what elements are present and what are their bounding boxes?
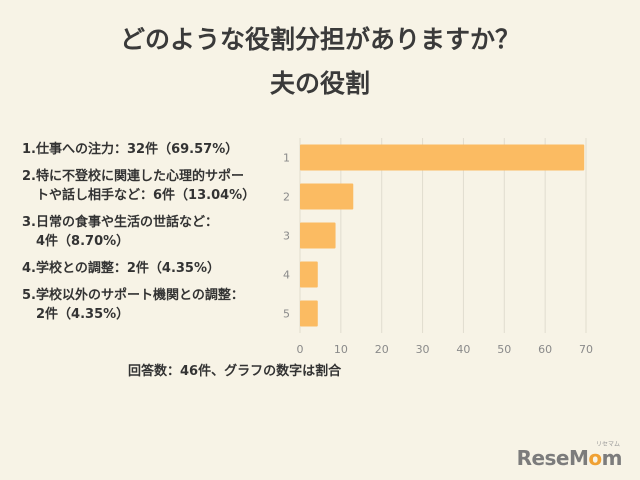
y-category-label-5: 5 xyxy=(283,308,290,321)
legend-item-5-line2: 2件（4.35%） xyxy=(36,307,130,322)
y-category-label-3: 3 xyxy=(283,230,290,243)
legend-item-5: 5.学校以外のサポート機関との調整： 2件（4.35%） xyxy=(22,286,284,324)
y-category-label-4: 4 xyxy=(283,269,290,282)
logo-small-text: リセマム xyxy=(595,441,620,448)
y-category-label-2: 2 xyxy=(283,191,290,204)
x-tick-label-70: 70 xyxy=(579,343,593,356)
legend-item-4-line1: 4.学校との調整：2件（4.35%） xyxy=(22,261,220,276)
legend-item-3: 3.日常の食事や生活の世話など： 4件（8.70%） xyxy=(22,213,284,251)
bar-2 xyxy=(300,183,354,210)
legend-item-4: 4.学校との調整：2件（4.35%） xyxy=(22,259,284,278)
bar-4 xyxy=(300,261,318,288)
footnote: 回答数：46件、グラフの数字は割合 xyxy=(128,364,342,379)
legend-item-2-line1: 2.特に不登校に関連した心理的サポー xyxy=(22,169,244,184)
legend-item-5-line1: 5.学校以外のサポート機関との調整： xyxy=(22,288,244,303)
legend-item-3-line2: 4件（8.70%） xyxy=(36,234,130,249)
legend-item-2-line2: トや話し相手など：6件（13.04%） xyxy=(36,188,256,203)
chart-title: どのような役割分担がありますか？ xyxy=(119,25,520,54)
y-category-label-1: 1 xyxy=(283,152,290,165)
x-tick-label-20: 20 xyxy=(375,343,389,356)
bar-3 xyxy=(300,222,336,249)
bar-1 xyxy=(300,144,585,171)
logo-text-after: m xyxy=(601,446,623,470)
legend-item-1-line1: 1.仕事への注力：32件（69.57%） xyxy=(22,142,239,157)
chart-subtitle: 夫の役割 xyxy=(269,69,370,98)
x-tick-label-60: 60 xyxy=(538,343,552,356)
bar-5 xyxy=(300,300,318,327)
legend-item-1: 1.仕事への注力：32件（69.57%） xyxy=(22,140,284,159)
x-tick-label-10: 10 xyxy=(334,343,348,356)
legend-item-3-line1: 3.日常の食事や生活の世話など： xyxy=(22,215,218,230)
x-tick-label-30: 30 xyxy=(416,343,430,356)
logo-text-before: ReseM xyxy=(516,446,589,470)
x-tick-label-0: 0 xyxy=(297,343,304,356)
legend: 1.仕事への注力：32件（69.57%） 2.特に不登校に関連した心理的サポー … xyxy=(22,140,284,332)
x-tick-label-50: 50 xyxy=(497,343,511,356)
resemom-logo: ReseMom リセマム xyxy=(516,441,623,470)
legend-item-2: 2.特に不登校に関連した心理的サポー トや話し相手など：6件（13.04%） xyxy=(22,167,284,205)
x-tick-label-40: 40 xyxy=(456,343,470,356)
logo-text-o: o xyxy=(588,446,602,470)
